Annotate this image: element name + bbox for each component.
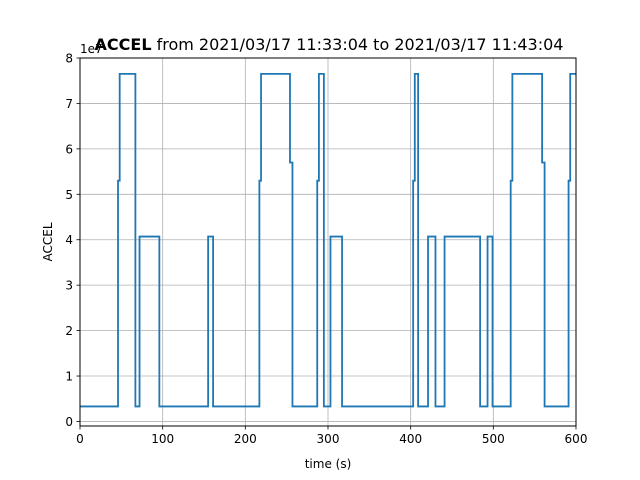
chart-title-bold: ACCEL bbox=[95, 35, 152, 54]
y-offset-text: 1e7 bbox=[80, 42, 103, 56]
y-tick-label: 6 bbox=[65, 142, 73, 156]
y-tick-label: 8 bbox=[65, 52, 73, 66]
y-tick-label: 2 bbox=[65, 324, 73, 338]
x-tick-label: 300 bbox=[317, 432, 340, 446]
x-tick-label: 0 bbox=[76, 432, 84, 446]
x-tick-label: 100 bbox=[151, 432, 174, 446]
chart-title: ACCEL from 2021/03/17 11:33:04 to 2021/0… bbox=[95, 35, 564, 54]
chart-title-rest: from 2021/03/17 11:33:04 to 2021/03/17 1… bbox=[152, 35, 564, 54]
series-layer bbox=[80, 73, 576, 408]
y-axis-ticks: 0 1 2 3 4 5 6 7 8 bbox=[65, 52, 80, 429]
y-tick-label: 5 bbox=[65, 188, 73, 202]
x-tick-label: 600 bbox=[565, 432, 588, 446]
y-tick-label: 7 bbox=[65, 97, 73, 111]
accel-series-line bbox=[80, 73, 576, 408]
x-axis-ticks: 0 100 200 300 400 500 600 bbox=[76, 426, 587, 446]
x-tick-label: 400 bbox=[399, 432, 422, 446]
y-tick-label: 1 bbox=[65, 370, 73, 384]
y-tick-label: 3 bbox=[65, 279, 73, 293]
y-axis-label: ACCEL bbox=[41, 222, 55, 261]
x-tick-label: 200 bbox=[234, 432, 257, 446]
x-tick-label: 500 bbox=[482, 432, 505, 446]
y-tick-label: 0 bbox=[65, 415, 73, 429]
y-tick-label: 4 bbox=[65, 233, 73, 247]
x-axis-label: time (s) bbox=[305, 457, 352, 471]
